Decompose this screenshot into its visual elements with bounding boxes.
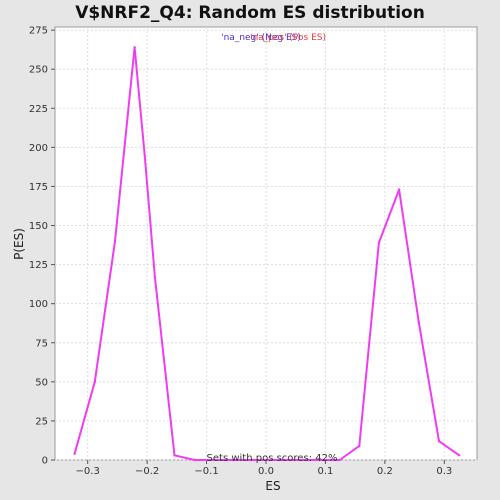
- y-tick-label: 150: [29, 221, 48, 232]
- x-tick-label: 0.3: [436, 466, 452, 477]
- data-point: [339, 459, 341, 461]
- pos-score-annotation: Sets with pos scores: 42%: [207, 453, 338, 464]
- data-point: [144, 154, 146, 156]
- y-tick-label: 25: [35, 416, 48, 427]
- x-tick-label: −0.2: [135, 466, 159, 477]
- data-point: [193, 459, 195, 461]
- legend-entry-pos: 'na_pos' (Pos ES): [250, 33, 326, 43]
- x-tick-label: 0.0: [258, 466, 274, 477]
- y-axis-title: P(ES): [12, 228, 26, 260]
- data-point: [378, 242, 380, 244]
- data-point: [173, 454, 175, 456]
- legend: 'na_neg' (Neg ES) 'na_pos' (Pos ES): [221, 33, 326, 43]
- x-tick-label: 0.2: [377, 466, 393, 477]
- y-tick-label: 75: [35, 338, 48, 349]
- y-tick-label: 100: [29, 299, 48, 310]
- x-tick-label: 0.1: [317, 466, 333, 477]
- x-tick-label: −0.3: [76, 466, 100, 477]
- y-tick-label: 125: [29, 260, 48, 271]
- y-tick-label: 0: [42, 456, 48, 467]
- chart-title: V$NRF2_Q4: Random ES distribution: [75, 3, 425, 23]
- x-axis-title: ES: [265, 479, 280, 493]
- data-point: [398, 188, 400, 190]
- data-point: [438, 440, 440, 442]
- data-point: [418, 321, 420, 323]
- data-point: [133, 46, 135, 48]
- y-tick-label: 275: [29, 26, 48, 37]
- data-point: [154, 276, 156, 278]
- data-point: [458, 454, 460, 456]
- y-tick-label: 225: [29, 104, 48, 115]
- data-point: [114, 240, 116, 242]
- y-tick-label: 200: [29, 143, 48, 154]
- data-point: [73, 453, 75, 455]
- y-tick-label: 50: [35, 377, 48, 388]
- x-tick-label: −0.1: [194, 466, 218, 477]
- data-point: [94, 381, 96, 383]
- data-point: [358, 445, 360, 447]
- y-tick-label: 250: [29, 65, 48, 76]
- y-tick-label: 175: [29, 182, 48, 193]
